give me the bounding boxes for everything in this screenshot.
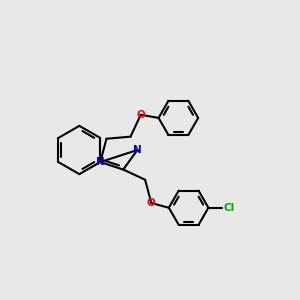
Text: N: N bbox=[96, 157, 105, 167]
Text: Cl: Cl bbox=[223, 203, 234, 213]
Text: O: O bbox=[147, 198, 156, 208]
Text: O: O bbox=[136, 110, 145, 120]
Text: N: N bbox=[133, 145, 142, 155]
